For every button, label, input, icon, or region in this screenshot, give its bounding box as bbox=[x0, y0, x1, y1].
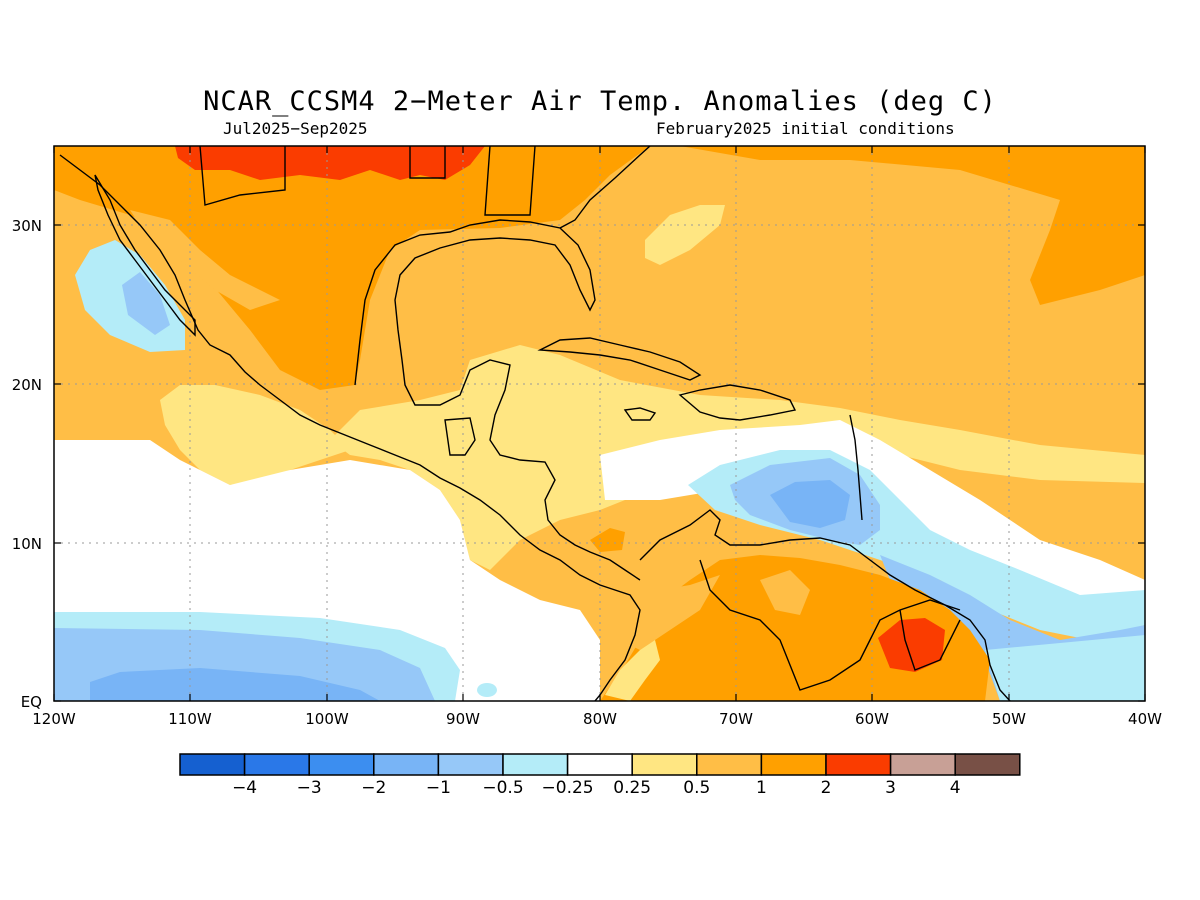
lat-tick-labels: EQ 10N 20N 30N bbox=[12, 217, 42, 711]
lat-tick-label: 10N bbox=[12, 535, 42, 553]
lat-tick-label: 30N bbox=[12, 217, 42, 235]
colorbar-swatch bbox=[308, 753, 375, 776]
colorbar-swatch bbox=[179, 753, 246, 776]
field-cool-caribbean-4 bbox=[770, 480, 850, 528]
colorbar-label: 2 bbox=[821, 778, 832, 798]
gridlines bbox=[54, 146, 1145, 701]
colorbar-swatch bbox=[760, 753, 827, 776]
lon-tick-label: 40W bbox=[1128, 710, 1162, 728]
field-warm-mexico-us bbox=[54, 146, 650, 390]
colorbar-label: −0.5 bbox=[482, 778, 523, 798]
colorbar-label: −0.25 bbox=[542, 778, 594, 798]
lon-tick-label: 70W bbox=[719, 710, 753, 728]
field-warm-atlantic bbox=[680, 146, 1145, 305]
colorbar-swatch bbox=[437, 753, 504, 776]
colorbar-swatch bbox=[502, 753, 569, 776]
colorbar-label: −1 bbox=[426, 778, 451, 798]
field-light-warm-southamerica-3 bbox=[605, 640, 660, 701]
period-subtitle: Jul2025−Sep2025 bbox=[223, 119, 368, 138]
colorbar-label: 1 bbox=[756, 778, 767, 798]
colorbar-swatch bbox=[243, 753, 310, 776]
lon-tick-label: 50W bbox=[992, 710, 1026, 728]
colorbar-swatch bbox=[631, 753, 698, 776]
colorbar-label: −4 bbox=[232, 778, 257, 798]
lon-tick-label: 100W bbox=[305, 710, 349, 728]
colorbar-label: 4 bbox=[950, 778, 961, 798]
map-title: NCAR_CCSM4 2−Meter Air Temp. Anomalies (… bbox=[203, 86, 997, 117]
colorbar-swatch bbox=[889, 753, 956, 776]
colorbar-swatch bbox=[954, 753, 1021, 776]
field-cool-blob-small bbox=[477, 683, 497, 697]
colorbar-label: −3 bbox=[297, 778, 322, 798]
lon-tick-label: 80W bbox=[583, 710, 617, 728]
colorbar-label: −2 bbox=[361, 778, 386, 798]
lon-tick-label: 60W bbox=[855, 710, 889, 728]
colorbar-swatch bbox=[373, 753, 440, 776]
field-warm-panama bbox=[590, 528, 625, 552]
field-cool-atlantic-strip bbox=[985, 635, 1145, 701]
colorbar-label: 3 bbox=[885, 778, 896, 798]
colorbar: −4 −3 −2 −1 −0.5 −0.25 0.25 0.5 1 2 3 4 bbox=[179, 753, 1021, 798]
field-light-warm-pacific bbox=[160, 385, 350, 485]
initial-conditions-subtitle: February2025 initial conditions bbox=[656, 119, 955, 138]
field-hot-guiana bbox=[878, 618, 945, 672]
field-cool-baja-2 bbox=[122, 272, 170, 335]
colorbar-label: 0.25 bbox=[613, 778, 651, 798]
lon-tick-label: 110W bbox=[168, 710, 212, 728]
lon-tick-label: 120W bbox=[32, 710, 76, 728]
lat-tick-label: 20N bbox=[12, 376, 42, 394]
lat-tick-label: EQ bbox=[21, 693, 42, 711]
field-light-warm-mexico bbox=[130, 210, 280, 310]
anomaly-field bbox=[54, 146, 1145, 701]
colorbar-label: 0.5 bbox=[683, 778, 710, 798]
coastlines bbox=[59, 146, 1011, 701]
field-light-warm-1 bbox=[645, 205, 725, 265]
field-light-warm-southamerica-2 bbox=[760, 570, 810, 615]
lon-tick-labels: 120W 110W 100W 90W 80W 70W 60W 50W 40W bbox=[32, 710, 1162, 728]
field-hot-us bbox=[175, 146, 485, 180]
tick-marks bbox=[53, 146, 1146, 702]
field-cool-pacific-3 bbox=[90, 668, 380, 701]
field-light-warm-southamerica-1 bbox=[620, 575, 720, 650]
colorbar-swatch bbox=[566, 753, 633, 776]
colorbar-swatch bbox=[825, 753, 892, 776]
lon-tick-label: 90W bbox=[446, 710, 480, 728]
colorbar-swatch bbox=[696, 753, 763, 776]
